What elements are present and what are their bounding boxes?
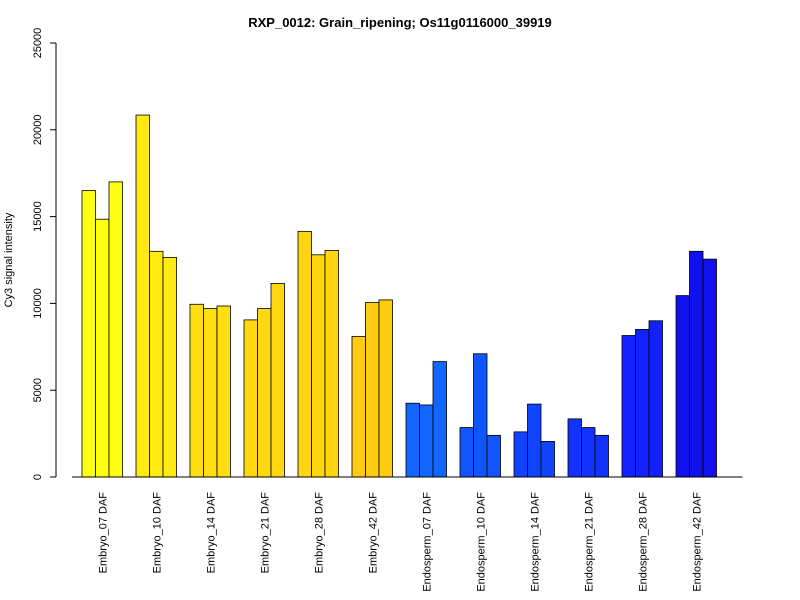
bar [324, 250, 339, 478]
y-axis-label: Cy3 signal intensity [3, 212, 15, 307]
x-axis: Embryo_07 DAF Embryo_10 DAF Embryo_14 DAF E… [72, 476, 743, 592]
bar [675, 295, 690, 478]
bar [405, 402, 420, 478]
bar [243, 319, 258, 478]
bar [648, 320, 663, 478]
bar [702, 258, 717, 478]
bar [473, 353, 488, 478]
bar [567, 418, 582, 478]
bar [108, 181, 123, 478]
bar [297, 230, 312, 478]
bar [149, 250, 164, 478]
x-tick-label: Endosperm_42 DAF [691, 492, 703, 592]
x-tick-label: Endosperm_28 DAF [637, 492, 649, 592]
bar [419, 404, 434, 478]
x-tick-label: Embryo_14 DAF [205, 492, 217, 574]
bar [486, 434, 501, 478]
bars-group [81, 114, 717, 478]
x-tick-label: Embryo_21 DAF [259, 492, 271, 574]
bar [432, 361, 447, 478]
bar [270, 283, 285, 478]
x-tick-label: Embryo_10 DAF [151, 492, 163, 574]
y-tick-label: 0 [32, 474, 44, 480]
bar [527, 403, 542, 478]
bar [689, 250, 704, 478]
x-tick-label: Endosperm_21 DAF [583, 492, 595, 592]
y-tick-label: 25000 [32, 28, 44, 59]
x-tick-label: Embryo_07 DAF [97, 492, 109, 574]
chart-title: RXP_0012: Grain_ripening; Os11g0116000_3… [248, 15, 552, 30]
bar [203, 308, 218, 478]
bar [95, 218, 110, 478]
bar [459, 427, 474, 478]
bar [621, 335, 636, 478]
bar [351, 335, 366, 478]
y-tick-label: 10000 [32, 288, 44, 319]
x-tick-label: Endosperm_14 DAF [529, 492, 541, 592]
bar [581, 427, 596, 478]
bar [135, 114, 150, 478]
bar [365, 302, 380, 478]
bar [81, 190, 96, 478]
bar [257, 308, 272, 478]
y-tick-label: 20000 [32, 115, 44, 146]
x-tick-label: Embryo_42 DAF [367, 492, 379, 574]
bar [216, 305, 231, 478]
y-tick-label: 5000 [32, 378, 44, 402]
x-tick-label: Embryo_28 DAF [313, 492, 325, 574]
bar [594, 434, 609, 478]
y-tick-label: 15000 [32, 201, 44, 232]
bar [189, 303, 204, 478]
bar [513, 431, 528, 478]
bar [635, 329, 650, 478]
bar [162, 256, 177, 478]
y-axis: 0 5000 10000 15000 20000 25000 [32, 28, 57, 480]
bar [378, 299, 393, 478]
x-tick-label: Endosperm_10 DAF [475, 492, 487, 592]
x-tick-label: Endosperm_07 DAF [421, 492, 433, 592]
bar [540, 441, 555, 478]
bar [311, 254, 326, 478]
